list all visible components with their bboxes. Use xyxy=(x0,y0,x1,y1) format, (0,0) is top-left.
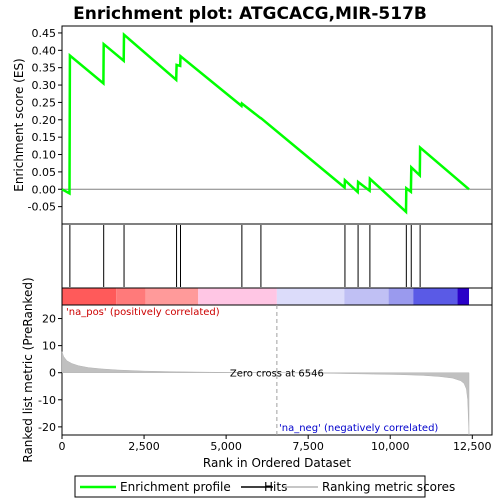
metric-y-tick-label: -10 xyxy=(38,394,56,407)
x-tick-label: 7,500 xyxy=(292,440,324,453)
heat-segment xyxy=(198,288,277,305)
metric-y-label: Ranked list metric (PreRanked) xyxy=(21,277,35,462)
legend: Enrichment profile Hits Ranking metric s… xyxy=(74,475,455,498)
es-plot-frame xyxy=(61,25,493,225)
es-y-tick-label: 0.20 xyxy=(32,114,57,127)
hits-lines xyxy=(69,225,421,287)
es-y-tick-label: 0.05 xyxy=(32,166,57,179)
x-axis: 0 2,500 5,000 7,500 10,000 12,500 xyxy=(59,435,492,453)
x-tick-label: 5,000 xyxy=(210,440,242,453)
legend-metric-label: Ranking metric scores xyxy=(322,480,455,494)
es-y-tick-label: 0.00 xyxy=(32,183,57,196)
metric-y-tick-label: 10 xyxy=(42,340,56,353)
legend-enrichment-label: Enrichment profile xyxy=(120,480,231,494)
metric-y-tick-label: 0 xyxy=(49,367,56,380)
zero-cross-label: Zero cross at 6546 xyxy=(230,369,324,380)
hits-frame xyxy=(61,223,493,289)
es-y-tick-label: -0.05 xyxy=(28,201,56,214)
x-tick-label: 2,500 xyxy=(128,440,160,453)
legend-hits-label: Hits xyxy=(264,480,287,494)
rank-heat-bar xyxy=(61,287,493,306)
hits-panel xyxy=(61,223,493,289)
es-y-tick-label: 0.45 xyxy=(32,27,57,40)
metric-y-tick-label: -20 xyxy=(38,421,56,434)
es-y-label: Enrichment score (ES) xyxy=(12,58,26,191)
metric-y-axis: 20 10 0 -10 -20 xyxy=(38,313,62,434)
x-axis-label: Rank in Ordered Dataset xyxy=(203,456,351,470)
metric-panel: Zero cross at 6546 'na_pos' (positively … xyxy=(21,277,493,463)
pos-correlated-label: 'na_pos' (positively correlated) xyxy=(66,307,220,318)
es-panel: 0.45 0.40 0.35 0.30 0.25 0.20 0.15 0.10 0.05 0.00… xyxy=(12,25,493,225)
ranking-metric-area xyxy=(61,351,470,436)
heat-segment xyxy=(145,288,199,305)
es-y-axis: 0.45 0.40 0.35 0.30 0.25 0.20 0.15 0.10 0.05 0.00… xyxy=(28,27,62,214)
es-y-tick-label: 0.40 xyxy=(32,44,57,57)
enrichment-profile-line xyxy=(61,31,470,215)
metric-y-tick-label: 20 xyxy=(42,313,56,326)
es-y-tick-label: 0.25 xyxy=(32,96,57,109)
heat-segment xyxy=(388,288,414,305)
x-tick-label: 12,500 xyxy=(453,440,492,453)
neg-correlated-label: 'na_neg' (negatively correlated) xyxy=(279,423,438,434)
chart-title: Enrichment plot: ATGCACG,MIR-517B xyxy=(73,4,427,24)
es-y-tick-label: 0.10 xyxy=(32,149,57,162)
es-y-tick-label: 0.15 xyxy=(32,131,57,144)
es-y-tick-label: 0.30 xyxy=(32,79,57,92)
heat-segments xyxy=(62,288,470,305)
heat-segment xyxy=(276,288,345,305)
heat-segment xyxy=(457,288,470,305)
heat-segment xyxy=(62,288,117,305)
x-tick-label: 0 xyxy=(59,440,66,453)
heat-segment xyxy=(344,288,389,305)
x-tick-label: 10,000 xyxy=(371,440,410,453)
heat-segment xyxy=(116,288,146,305)
heat-segment xyxy=(413,288,458,305)
es-y-tick-label: 0.35 xyxy=(32,62,57,75)
